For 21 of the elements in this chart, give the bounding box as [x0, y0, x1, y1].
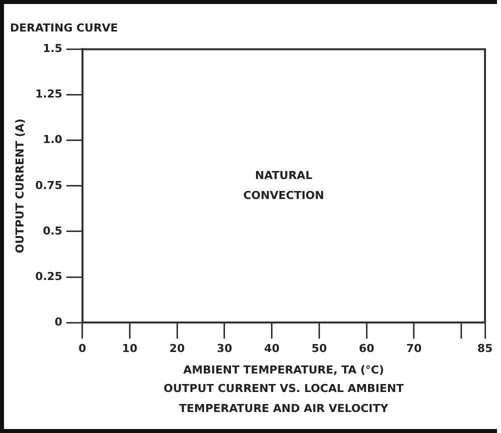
x-tick-label: 70	[406, 342, 422, 356]
y-tick-label: 0.5	[42, 224, 62, 238]
x-tick-label: 60	[358, 342, 375, 356]
chart-title: DERATING CURVE	[10, 21, 118, 34]
y-tick-label: 0.75	[35, 178, 62, 192]
y-tick-label: 0	[54, 315, 63, 328]
x-axis-title: AMBIENT TEMPERATURE, TA (°C)	[183, 363, 384, 376]
y-tick-label: 1.0	[42, 133, 63, 146]
y-axis-title: OUTPUT CURRENT (A)	[13, 118, 26, 254]
x-tick-label: 85	[477, 342, 493, 356]
y-tick-label: 0.25	[35, 270, 62, 283]
text: OUTPUT CURRENT VS. LOCAL AMBIENT TEMPERATURE AND AIR VELOCITY	[164, 382, 404, 415]
x-tick-label: 40	[264, 342, 280, 356]
x-tick-label: 20	[169, 342, 186, 356]
x-tick-label: 30	[216, 342, 232, 356]
x-tick-label: 50	[312, 342, 328, 356]
y-tick-label: 1.5	[42, 42, 62, 56]
x-tick-label: 10	[122, 342, 138, 356]
x-tick-label: 0	[78, 342, 87, 356]
y-tick-label: 1.25	[35, 88, 62, 101]
annotation: NATURAL CONVECTION	[243, 168, 324, 202]
